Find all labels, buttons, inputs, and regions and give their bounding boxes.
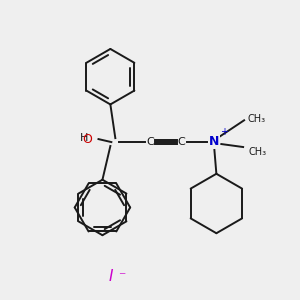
Text: I: I <box>108 269 112 284</box>
Text: ⁻: ⁻ <box>118 270 126 284</box>
Text: +: + <box>220 127 228 137</box>
Text: C: C <box>146 137 154 147</box>
Text: C: C <box>178 137 186 147</box>
Text: CH₃: CH₃ <box>247 114 265 124</box>
Text: O: O <box>83 133 92 146</box>
Text: H: H <box>80 133 88 143</box>
Text: N: N <box>209 135 220 148</box>
Text: CH₃: CH₃ <box>248 147 266 157</box>
